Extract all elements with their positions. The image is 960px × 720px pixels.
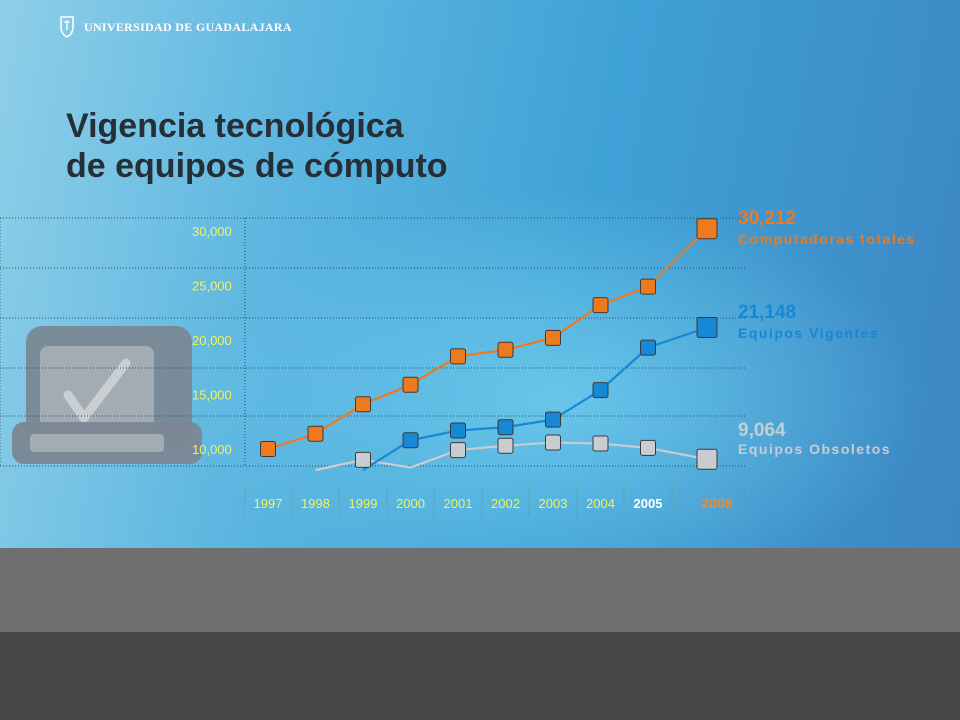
x-tick-label: 2002 xyxy=(491,496,520,511)
total-marker xyxy=(592,297,609,314)
total-marker xyxy=(497,341,514,358)
obsoletos-value-label: 9,064 xyxy=(738,420,786,441)
total-marker xyxy=(640,278,656,295)
vigentes-value-label: 21,148 xyxy=(738,302,796,323)
x-tick-label: 2006 xyxy=(701,495,732,511)
x-tick-label: 1997 xyxy=(254,496,283,511)
total-marker xyxy=(307,425,324,442)
obsoletos-marker xyxy=(450,442,466,459)
chart-markers xyxy=(260,218,718,470)
footer-band-gray xyxy=(0,548,960,632)
total-value-label: 30,212 xyxy=(738,208,796,229)
total-marker xyxy=(260,441,276,457)
series-labels: 30,212 Computadoras totales 21,148 Equipos … xyxy=(738,208,916,457)
total-line xyxy=(267,227,708,451)
title-line-2: de equipos de cómputo xyxy=(66,147,448,185)
footer-band-dark xyxy=(0,632,960,720)
y-axis-ticks: 30,000 25,000 20,000 15,000 10,000 xyxy=(192,224,232,457)
obsoletos-marker xyxy=(640,439,656,456)
obsoletos-marker xyxy=(355,451,371,468)
obsoletos-name-label: Equipos Obsoletos xyxy=(738,441,891,457)
x-tick-label: 2004 xyxy=(586,496,615,511)
obsoletos-marker xyxy=(592,435,609,452)
university-logo: UNIVERSIDAD DE GUADALAJARA xyxy=(60,16,292,38)
total-marker xyxy=(355,396,371,413)
total-marker xyxy=(696,218,718,240)
vigentes-marker xyxy=(592,382,609,399)
x-tick-label: 2000 xyxy=(396,496,425,511)
total-marker xyxy=(402,376,419,393)
x-tick-label: 1998 xyxy=(301,496,330,511)
obsoletos-marker xyxy=(497,437,514,454)
page-title: Vigencia tecnológica de equipos de cómpu… xyxy=(66,106,448,186)
y-tick-label: 15,000 xyxy=(192,388,232,403)
total-marker xyxy=(450,348,466,365)
chart-grid xyxy=(0,217,746,518)
obsoletos-marker xyxy=(696,448,718,470)
x-tick-label: 2005 xyxy=(634,496,663,511)
obsoletos-marker xyxy=(545,434,561,451)
total-name-label: Computadoras totales xyxy=(738,231,916,247)
vigentes-marker xyxy=(402,432,419,449)
university-name: UNIVERSIDAD DE GUADALAJARA xyxy=(84,19,292,34)
laptop-checkmark-icon xyxy=(12,326,202,464)
vigentes-name-label: Equipos Vigentes xyxy=(738,325,879,341)
y-tick-label: 20,000 xyxy=(192,333,232,348)
x-tick-label: 2003 xyxy=(539,496,568,511)
vigentes-marker xyxy=(450,422,466,439)
crest-icon xyxy=(60,16,74,38)
x-axis-years: 1997 1998 1999 2000 2001 2002 2003 2004 2005 2006 xyxy=(254,495,733,511)
y-tick-label: 10,000 xyxy=(192,442,232,457)
x-tick-label: 1999 xyxy=(349,496,378,511)
x-tick-label: 2001 xyxy=(444,496,473,511)
y-tick-label: 25,000 xyxy=(192,279,232,294)
vigentes-marker xyxy=(696,316,718,338)
total-marker xyxy=(545,329,561,346)
vigentes-marker xyxy=(545,411,561,428)
y-tick-label: 30,000 xyxy=(192,224,232,239)
vigentes-marker xyxy=(497,419,514,436)
title-line-1: Vigencia tecnológica xyxy=(66,107,404,145)
vigentes-marker xyxy=(640,339,656,356)
